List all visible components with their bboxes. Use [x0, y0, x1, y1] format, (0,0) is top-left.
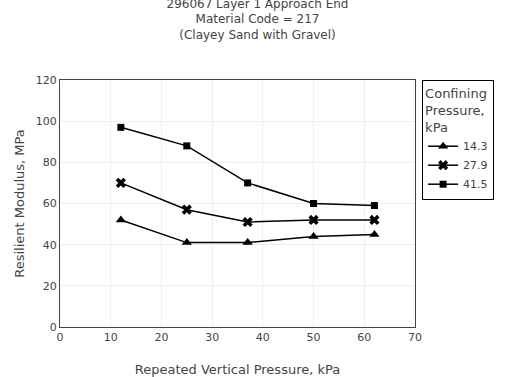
svg-text:40: 40	[256, 331, 270, 344]
svg-text:ConfiningPressure,kPa: ConfiningPressure,kPa	[425, 86, 487, 135]
svg-text:20: 20	[154, 331, 168, 344]
svg-text:60: 60	[357, 331, 371, 344]
svg-text:0: 0	[57, 331, 64, 344]
svg-text:100: 100	[36, 115, 57, 128]
svg-text:Repeated Vertical Pressure, kP: Repeated Vertical Pressure, kPa	[135, 362, 340, 377]
svg-text:20: 20	[43, 280, 57, 293]
svg-text:0: 0	[50, 321, 57, 334]
svg-text:40: 40	[43, 239, 57, 252]
svg-text:41.5: 41.5	[463, 178, 488, 191]
svg-text:10: 10	[104, 331, 118, 344]
svg-text:70: 70	[408, 331, 422, 344]
svg-text:14.3: 14.3	[463, 140, 488, 153]
svg-text:30: 30	[205, 331, 219, 344]
svg-text:296067 Layer 1 Approach EndMat: 296067 Layer 1 Approach EndMaterial Code…	[167, 0, 349, 42]
svg-text:27.9: 27.9	[463, 159, 488, 172]
svg-text:80: 80	[43, 156, 57, 169]
svg-text:Resilient Modulus, MPa: Resilient Modulus, MPa	[12, 129, 27, 278]
svg-text:50: 50	[307, 331, 321, 344]
svg-text:120: 120	[36, 74, 57, 87]
svg-text:60: 60	[43, 197, 57, 210]
